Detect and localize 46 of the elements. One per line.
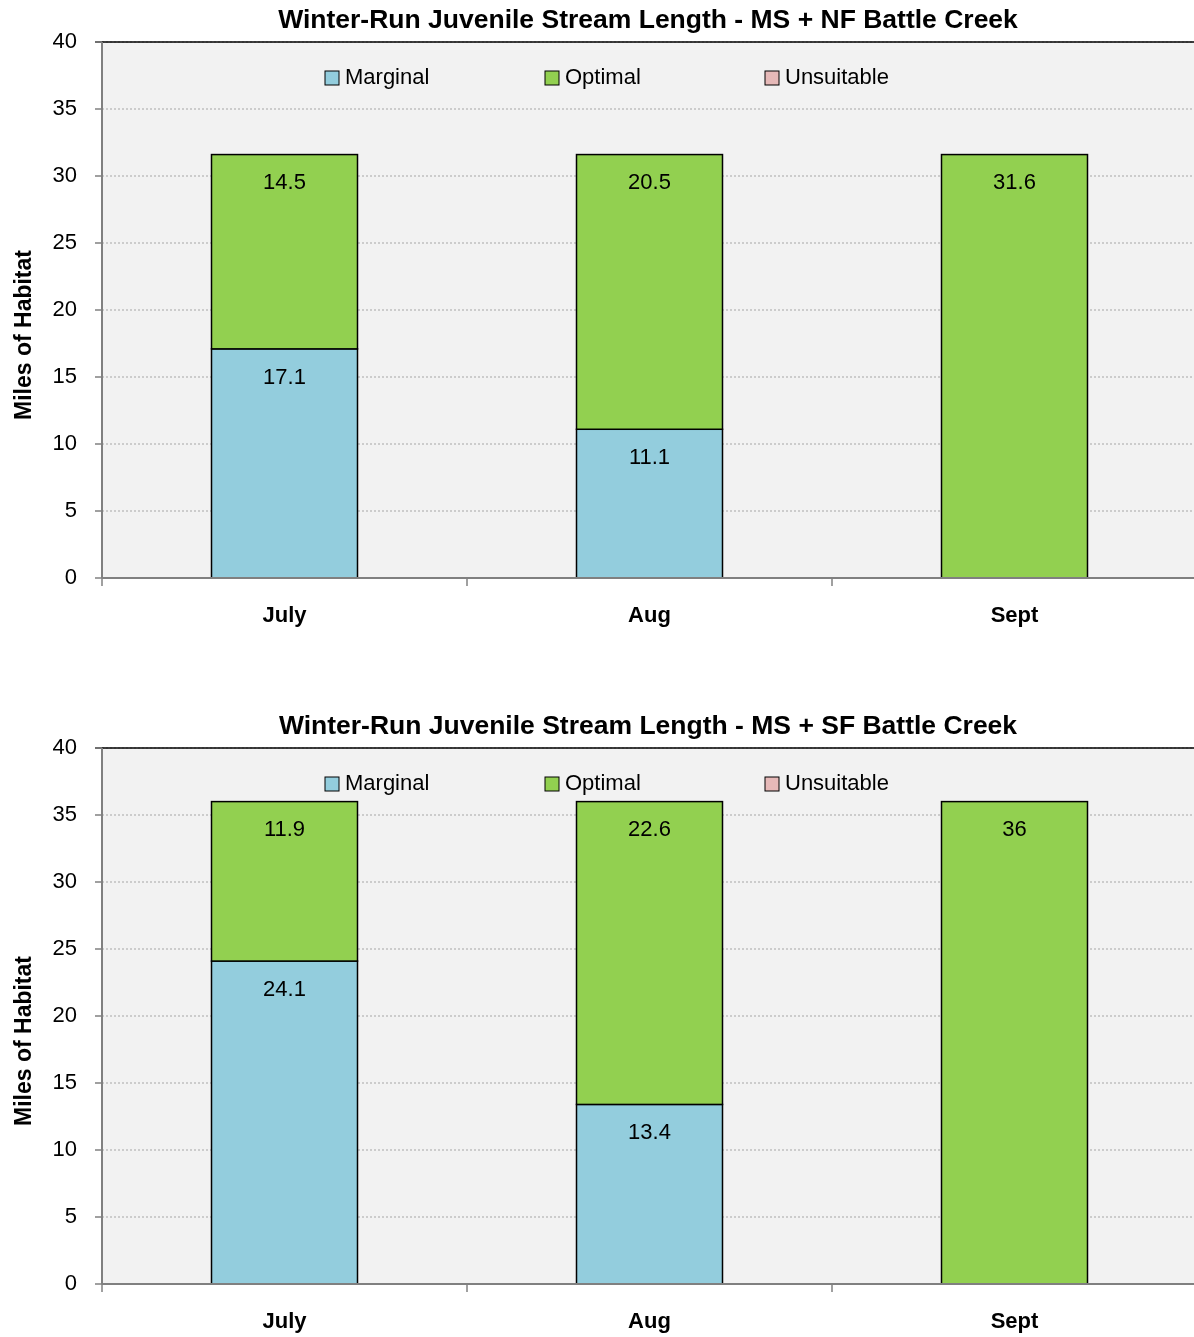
data-label: 22.6 [628,816,671,842]
y-tick-label: 10 [52,429,77,455]
data-label: 36 [1002,816,1027,842]
legend-label: Optimal [565,63,641,89]
y-tick-label: 40 [52,733,77,759]
bar [940,153,1089,579]
y-tick-label: 5 [64,1202,77,1228]
bar [940,800,1089,1285]
y-tick-label: 15 [52,1068,77,1094]
data-label: 24.1 [263,975,306,1001]
y-axis-title: Miles of Habitat [10,249,37,420]
y-axis-title: Miles of Habitat [10,955,37,1126]
y-tick-label: 20 [52,295,77,321]
y-tick-label: 20 [52,1001,77,1027]
y-tick-label: 30 [52,867,77,893]
y-tick-label: 30 [52,161,77,187]
x-tick-label: Sept [990,1307,1039,1333]
data-label: 14.5 [263,169,306,195]
x-tick-label: July [262,1307,308,1333]
y-tick-label: 5 [64,496,77,522]
chart-title: Winter-Run Juvenile Stream Length - MS + NF Battle Creek [278,4,1019,34]
data-label: 11.9 [263,816,306,842]
legend-label: Unsuitable [785,769,889,795]
y-tick-label: 0 [64,563,77,589]
y-tick-label: 35 [52,800,77,826]
data-label: 17.1 [263,363,306,389]
legend-label: Optimal [565,769,641,795]
x-tick-label: Sept [990,601,1039,627]
y-tick-label: 10 [52,1135,77,1161]
legend-label: Unsuitable [785,63,889,89]
y-tick-label: 40 [52,27,77,53]
y-tick-label: 35 [52,94,77,120]
y-tick-label: 0 [64,1269,77,1295]
y-tick-label: 25 [52,934,77,960]
y-tick-label: 15 [52,362,77,388]
legend-label: Marginal [345,63,430,89]
x-tick-label: Aug [628,1307,671,1333]
x-tick-label: July [262,601,308,627]
data-label: 31.6 [993,169,1036,195]
x-tick-label: Aug [628,601,671,627]
data-label: 20.5 [628,169,671,195]
data-label: 11.1 [628,444,671,470]
legend-label: Marginal [345,769,430,795]
data-label: 13.4 [628,1119,671,1145]
y-tick-label: 25 [52,228,77,254]
chart-title: Winter-Run Juvenile Stream Length - MS + SF Battle Creek [278,710,1018,740]
